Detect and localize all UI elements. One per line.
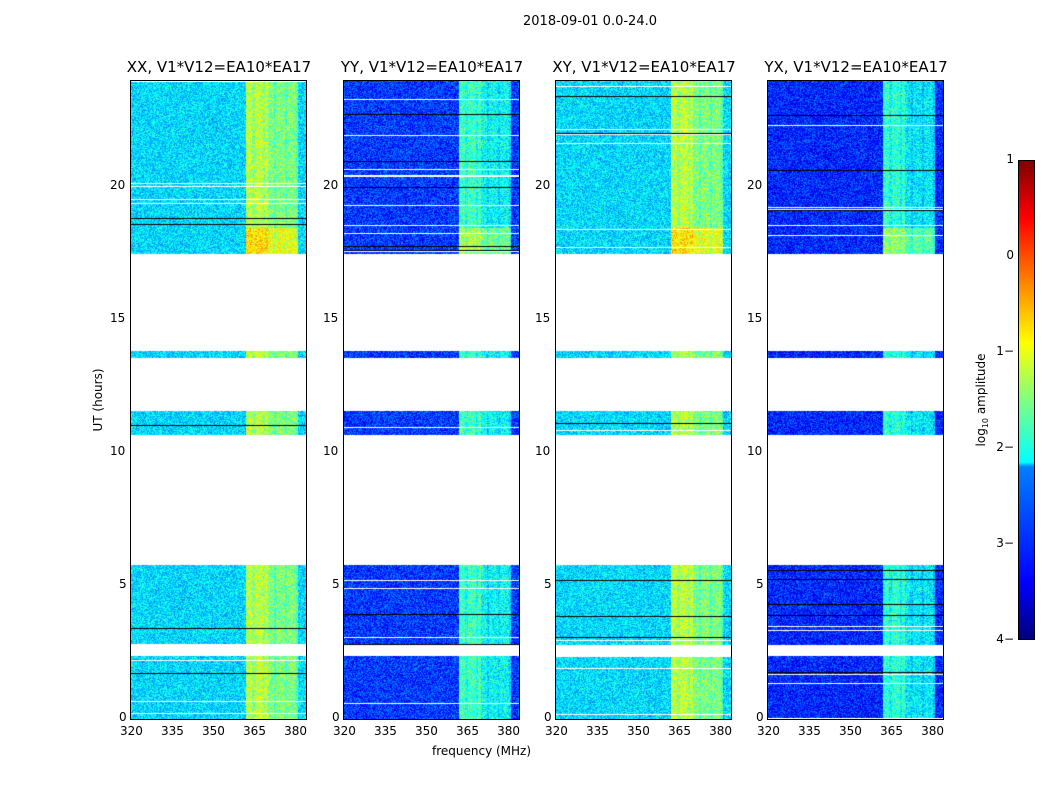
- colorbar-tick-label: 0: [1006, 248, 1014, 262]
- x-tick-label: 320: [545, 724, 568, 738]
- x-tick-label: 365: [668, 724, 691, 738]
- heatmap-cells: [556, 81, 731, 719]
- y-tick-label: 20: [323, 178, 339, 193]
- heatmap-cells: [344, 81, 519, 719]
- x-tick-label: 365: [456, 724, 479, 738]
- figure-title: 2018-09-01 0.0-24.0: [523, 14, 657, 29]
- y-tick-label: 5: [119, 577, 127, 592]
- heatmap-panel: [130, 80, 307, 720]
- colorbar-tick-label: −3: [996, 536, 1014, 550]
- heatmap-panel: [555, 80, 732, 720]
- y-tick-label: 5: [544, 577, 552, 592]
- colorbar-tick-label: −1: [996, 344, 1014, 358]
- heatmap-cells: [131, 81, 306, 719]
- x-tick-label: 350: [202, 724, 225, 738]
- y-tick-label: 15: [110, 311, 126, 326]
- y-tick-label: 10: [110, 444, 126, 459]
- x-tick-label: 380: [497, 724, 520, 738]
- x-tick-label: 335: [586, 724, 609, 738]
- colorbar-tick-label: −4: [996, 632, 1014, 646]
- y-tick-label: 15: [747, 311, 763, 326]
- heatmap-panel: [767, 80, 944, 720]
- y-tick-label: 15: [323, 311, 339, 326]
- x-tick-label: 320: [757, 724, 780, 738]
- y-tick-label: 5: [756, 577, 764, 592]
- x-tick-label: 380: [921, 724, 944, 738]
- panel-title: YX, V1*V12=EA10*EA17: [764, 58, 948, 76]
- panel-title: XX, V1*V12=EA10*EA17: [126, 58, 312, 76]
- y-tick-label: 10: [747, 444, 763, 459]
- y-tick-label: 20: [747, 178, 763, 193]
- colorbar: [1018, 160, 1035, 640]
- y-tick-label: 10: [535, 444, 551, 459]
- x-tick-label: 335: [161, 724, 184, 738]
- panel-title: YY, V1*V12=EA10*EA17: [340, 58, 524, 76]
- y-tick-label: 15: [535, 311, 551, 326]
- y-tick-label: 0: [119, 710, 127, 724]
- x-tick-label: 350: [415, 724, 438, 738]
- y-tick-label: 0: [544, 710, 552, 724]
- panel-title: XY, V1*V12=EA10*EA17: [552, 58, 736, 76]
- colorbar-label: log10 amplitude: [973, 353, 991, 447]
- x-tick-label: 365: [880, 724, 903, 738]
- y-tick-label: 10: [323, 444, 339, 459]
- y-tick-label: 20: [535, 178, 551, 193]
- y-tick-label: 5: [332, 577, 340, 592]
- heatmap-panel: [343, 80, 520, 720]
- y-tick-label: 20: [110, 178, 126, 193]
- x-tick-label: 320: [120, 724, 143, 738]
- x-tick-label: 350: [627, 724, 650, 738]
- y-axis-label: UT (hours): [91, 368, 105, 432]
- x-tick-label: 380: [709, 724, 732, 738]
- y-tick-label: 0: [332, 710, 340, 724]
- x-tick-label: 320: [333, 724, 356, 738]
- x-axis-label: frequency (MHz): [432, 744, 532, 758]
- x-tick-label: 335: [374, 724, 397, 738]
- colorbar-tick-label: −2: [996, 440, 1014, 454]
- colorbar-tick-label: 1: [1006, 152, 1014, 166]
- x-tick-label: 380: [284, 724, 307, 738]
- x-tick-label: 350: [839, 724, 862, 738]
- heatmap-cells: [768, 81, 943, 719]
- x-tick-label: 365: [243, 724, 266, 738]
- x-tick-label: 335: [798, 724, 821, 738]
- y-tick-label: 0: [756, 710, 764, 724]
